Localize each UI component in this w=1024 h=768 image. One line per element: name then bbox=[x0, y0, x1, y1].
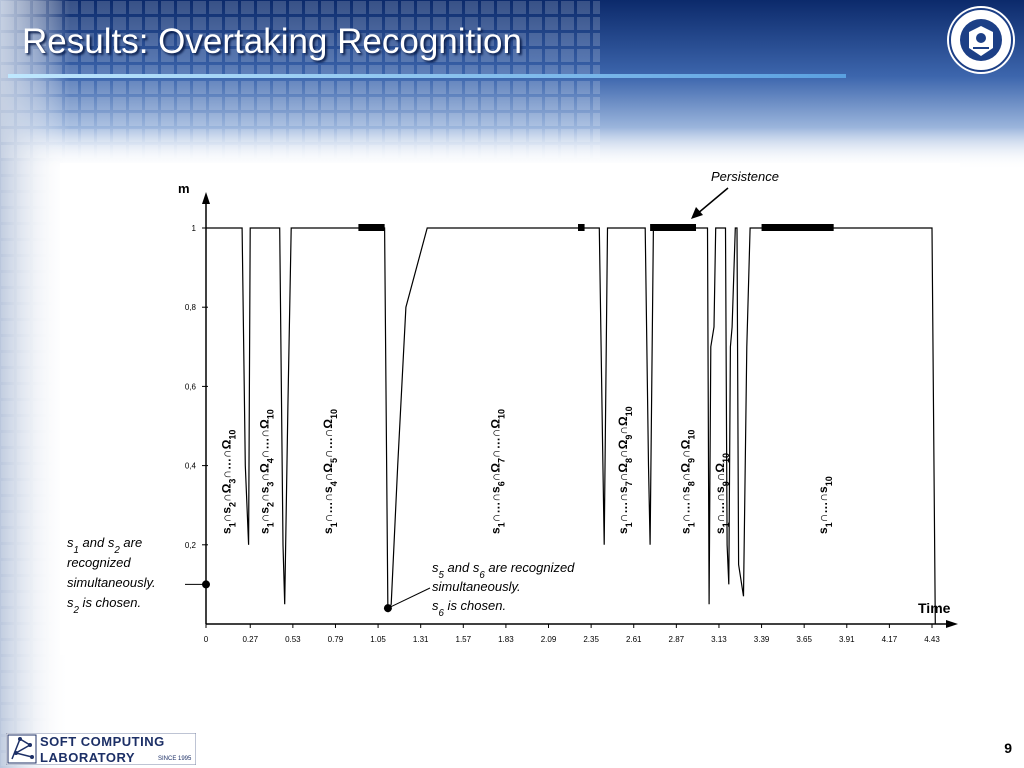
x-tick-label: 0.27 bbox=[242, 635, 258, 644]
region-label: s1∩…∩s6∩Ω7∩…∩Ω10 bbox=[488, 409, 506, 534]
region-label: s1∩…∩s8∩Ω9∩Ω10 bbox=[678, 430, 696, 534]
region-label: s1∩…∩s10 bbox=[816, 476, 834, 534]
center-note-leader bbox=[387, 587, 431, 609]
region-label: s1∩…∩s9∩Ω10 bbox=[713, 453, 731, 534]
soft-computing-lab-logo bbox=[6, 733, 196, 765]
x-tick-label: 2.61 bbox=[626, 635, 642, 644]
region-label: s1∩…∩s7∩Ω8∩Ω9∩Ω10 bbox=[616, 406, 634, 534]
persistence-annotation: Persistence bbox=[711, 169, 779, 184]
university-seal-icon bbox=[947, 6, 1015, 74]
region-label: s1∩s2∩Ω3∩…∩Ω10 bbox=[220, 430, 238, 534]
center-note-line: s6 is chosen. bbox=[432, 598, 506, 619]
x-tick-label: 1.31 bbox=[413, 635, 429, 644]
title-underline bbox=[8, 74, 846, 78]
x-tick-label: 0.79 bbox=[328, 635, 344, 644]
center-note-line: simultaneously. bbox=[432, 579, 521, 594]
region-label: s1∩…∩s4∩Ω5∩…∩Ω10 bbox=[321, 409, 339, 534]
x-tick-label: 0 bbox=[204, 635, 209, 644]
x-axis-arrow bbox=[946, 620, 958, 628]
x-tick-label: 3.39 bbox=[754, 635, 770, 644]
x-tick-label: 1.05 bbox=[370, 635, 386, 644]
persistence-arrowhead bbox=[691, 207, 703, 219]
y-tick-label: 0,4 bbox=[185, 462, 197, 471]
x-tick-label: 0.53 bbox=[285, 635, 301, 644]
x-tick-label: 3.13 bbox=[711, 635, 727, 644]
x-tick-label: 3.91 bbox=[839, 635, 855, 644]
page-number: 9 bbox=[1004, 740, 1012, 756]
logo-since: SINCE 1995 bbox=[158, 756, 192, 762]
x-tick-label: 1.57 bbox=[456, 635, 472, 644]
region-label: s1∩s2∩s3∩Ω4∩…∩Ω10 bbox=[257, 409, 275, 534]
membership-line bbox=[206, 227, 936, 625]
left-note-line: simultaneously. bbox=[67, 575, 156, 590]
logo-line-1: SOFT COMPUTING bbox=[40, 734, 165, 749]
center-note-line: s5 and s6 are recognized bbox=[432, 560, 575, 581]
y-tick-label: 0,6 bbox=[185, 382, 197, 391]
x-tick-label: 1.83 bbox=[498, 635, 514, 644]
y-axis-arrow bbox=[202, 192, 210, 204]
left-note-line: s1 and s2 are bbox=[67, 535, 142, 556]
x-axis-label: Time bbox=[918, 600, 951, 616]
slide-title: Results: Overtaking Recognition bbox=[22, 22, 522, 61]
y-tick-label: 0,2 bbox=[185, 541, 197, 550]
logo-line-2: LABORATORY bbox=[40, 750, 136, 765]
x-tick-label: 4.43 bbox=[924, 635, 940, 644]
y-tick-label: 1 bbox=[192, 224, 197, 233]
x-tick-label: 2.87 bbox=[669, 635, 685, 644]
left-note-line: recognized bbox=[67, 555, 131, 570]
x-tick-label: 4.17 bbox=[882, 635, 898, 644]
chart-panel bbox=[60, 163, 960, 655]
persistence-arrow bbox=[696, 187, 729, 215]
x-tick-label: 3.65 bbox=[796, 635, 812, 644]
x-tick-label: 2.35 bbox=[583, 635, 599, 644]
left-note-line: s2 is chosen. bbox=[67, 595, 141, 616]
y-tick-label: 0,8 bbox=[185, 303, 197, 312]
y-axis-label: m bbox=[178, 181, 190, 196]
x-tick-label: 2.09 bbox=[541, 635, 557, 644]
